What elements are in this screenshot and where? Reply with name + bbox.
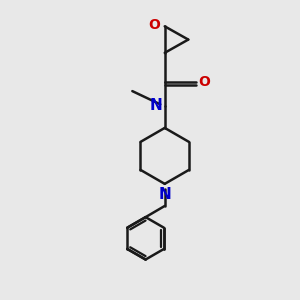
Text: N: N (150, 98, 162, 113)
Text: N: N (158, 187, 171, 202)
Text: O: O (148, 18, 160, 32)
Text: O: O (198, 75, 210, 89)
